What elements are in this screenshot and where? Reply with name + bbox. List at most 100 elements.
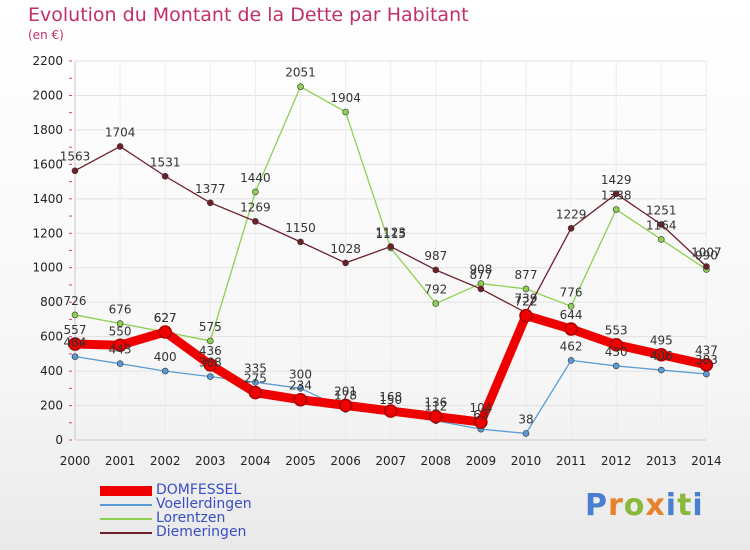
data-label-diemeringen: 1531 [150, 155, 181, 169]
data-label-domfessel: 722 [515, 295, 538, 309]
data-label-domfessel: 201 [334, 384, 357, 398]
data-label-diemeringen: 1028 [330, 242, 361, 256]
y-tick-label: 600 [40, 330, 63, 344]
data-label-lorentzen: 1904 [330, 91, 361, 105]
data-label-diemeringen: 1123 [375, 226, 406, 240]
data-label-domfessel: 436 [199, 344, 222, 358]
x-tick-label: 2008 [421, 454, 452, 468]
legend-swatch [100, 504, 152, 506]
data-label-lorentzen: 776 [560, 285, 583, 299]
legend-label: Lorentzen [156, 510, 226, 526]
data-label-voellerdingen: 484 [64, 336, 87, 350]
logo-letter: i [692, 488, 704, 523]
data-label-voellerdingen: 406 [650, 349, 673, 363]
data-label-diemeringen: 1704 [105, 125, 136, 139]
x-tick-label: 2012 [601, 454, 632, 468]
data-label-voellerdingen: 178 [334, 388, 357, 402]
logo-letter: P [585, 488, 608, 523]
data-label-domfessel: 495 [650, 334, 673, 348]
y-tick-label: 1800 [32, 123, 63, 137]
y-tick-label: 0 [55, 433, 63, 447]
data-point-diemeringen [161, 172, 169, 180]
data-label-lorentzen: 792 [424, 283, 447, 297]
x-tick-label: 2011 [556, 454, 587, 468]
legend-item: Voellerdingen [100, 496, 320, 512]
data-label-domfessel: 168 [379, 390, 402, 404]
chart-title: Evolution du Montant de la Dette par Hab… [28, 4, 469, 26]
logo-letter: t [677, 488, 693, 523]
data-label-voellerdingen: 368 [199, 356, 222, 370]
data-label-diemeringen: 739 [515, 292, 538, 306]
data-label-diemeringen: 1251 [646, 203, 677, 217]
logo-letter: i [665, 488, 678, 523]
data-label-voellerdingen: 300 [289, 367, 312, 381]
y-tick-label: 1000 [32, 261, 63, 275]
data-point-voellerdingen [567, 357, 575, 364]
data-point-lorentzen [432, 300, 440, 307]
legend-swatch [100, 518, 152, 520]
legend-item: DOMFESSEL [100, 482, 320, 498]
legend: DOMFESSEL Voellerdingen Lorentzen Diemering… [100, 482, 320, 540]
data-point-voellerdingen [612, 362, 620, 370]
data-point-lorentzen [657, 236, 665, 243]
data-label-domfessel: 104 [469, 401, 492, 415]
data-point-lorentzen [207, 337, 214, 345]
data-label-voellerdingen: 150 [379, 393, 402, 407]
y-tick-label: 200 [40, 399, 63, 413]
x-tick-label: 2007 [375, 454, 406, 468]
x-tick-label: 2013 [646, 454, 677, 468]
legend-item: Diemeringen [100, 524, 320, 540]
logo-letter: r [608, 488, 624, 523]
data-point-diemeringen [657, 221, 665, 228]
y-tick-label: 1400 [32, 192, 63, 206]
data-label-domfessel: 275 [244, 372, 267, 386]
data-point-domfessel [293, 392, 308, 407]
data-label-lorentzen: 1115 [375, 227, 406, 241]
data-label-voellerdingen: 462 [560, 339, 583, 353]
data-point-domfessel [68, 337, 82, 351]
data-point-diemeringen [432, 266, 440, 274]
x-tick-label: 2003 [195, 454, 226, 468]
data-point-diemeringen [703, 263, 710, 270]
data-label-voellerdingen: 63 [473, 408, 488, 422]
data-point-lorentzen [567, 303, 575, 310]
data-label-voellerdingen: 443 [109, 343, 132, 357]
data-label-diemeringen: 1563 [60, 150, 91, 164]
data-label-voellerdingen: 335 [244, 361, 267, 375]
data-point-domfessel [654, 347, 669, 362]
data-point-voellerdingen [522, 430, 530, 437]
data-label-domfessel: 644 [560, 308, 583, 322]
data-point-diemeringen [71, 167, 79, 175]
data-label-lorentzen: 575 [199, 320, 222, 334]
y-tick-label: 2000 [32, 88, 63, 102]
data-point-voellerdingen [657, 366, 665, 374]
y-tick-label: 1200 [32, 226, 63, 240]
data-label-lorentzen: 877 [515, 268, 538, 282]
x-tick-label: 2002 [150, 454, 181, 468]
data-label-lorentzen: 726 [64, 294, 87, 308]
data-point-lorentzen [71, 311, 79, 319]
data-point-voellerdingen [116, 360, 124, 367]
data-label-lorentzen: 627 [154, 311, 177, 325]
data-label-lorentzen: 1164 [646, 218, 677, 232]
data-label-lorentzen: 908 [469, 263, 492, 277]
data-point-diemeringen [252, 218, 259, 225]
data-point-lorentzen [297, 83, 304, 90]
data-label-diemeringen: 1229 [556, 207, 587, 221]
y-tick-label: 1600 [32, 157, 63, 171]
proxiti-logo: Proxiti [585, 488, 704, 523]
data-label-lorentzen: 990 [695, 248, 718, 262]
data-point-domfessel [158, 325, 172, 339]
data-label-domfessel: 437 [695, 344, 718, 358]
data-point-domfessel [519, 308, 533, 323]
data-point-diemeringen [567, 224, 575, 232]
data-label-diemeringen: 1377 [195, 182, 226, 196]
data-label-voellerdingen: 383 [695, 353, 718, 367]
x-tick-label: 2010 [511, 454, 542, 468]
data-point-voellerdingen [71, 353, 79, 360]
x-tick-label: 2005 [285, 454, 316, 468]
data-label-lorentzen: 1338 [601, 188, 632, 202]
data-label-diemeringen: 1150 [285, 221, 316, 235]
x-tick-label: 2004 [240, 454, 271, 468]
